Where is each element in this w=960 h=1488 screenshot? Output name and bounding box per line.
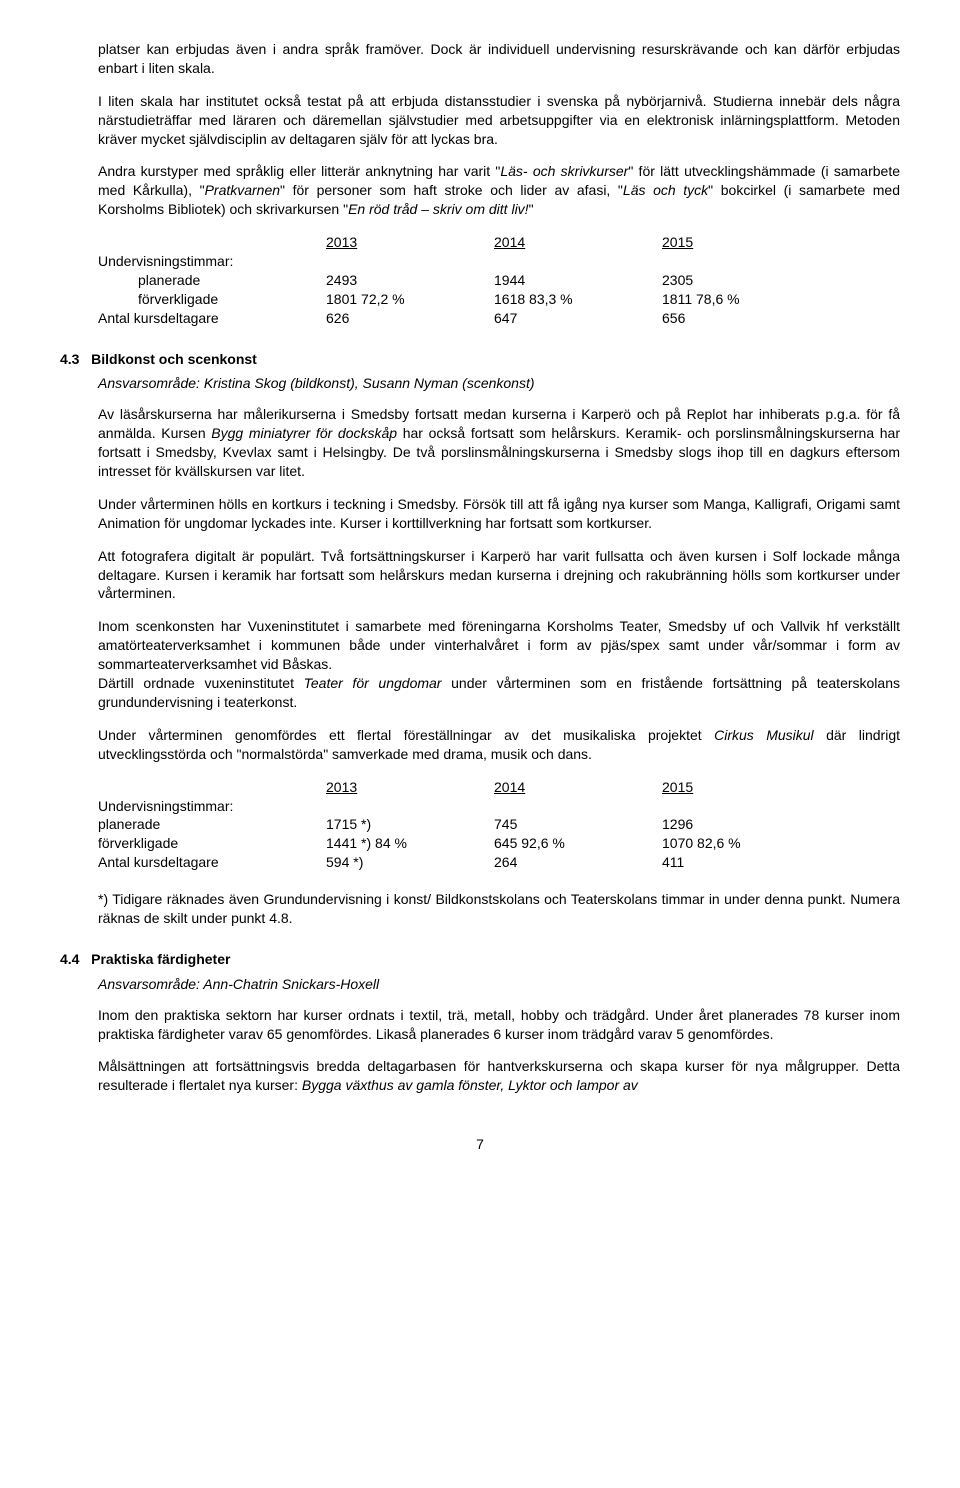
paragraph: Av läsårskurserna har målerikurserna i S…	[98, 405, 900, 481]
text: Andra kurstyper med språklig eller litte…	[98, 163, 500, 179]
cell: 626	[326, 309, 494, 328]
text: " för personer som haft stroke och lider…	[280, 182, 623, 198]
stats-table-1: 2013 2014 2015 Undervisningstimmar: plan…	[98, 233, 758, 327]
cell: 1296	[662, 815, 759, 834]
responsibility: Ansvarsområde: Ann-Chatrin Snickars-Hoxe…	[98, 975, 900, 994]
page-number: 7	[60, 1135, 900, 1154]
year-header: 2013	[326, 233, 494, 252]
text-italic: Cirkus Musikul	[714, 727, 814, 743]
cell: 2493	[326, 271, 494, 290]
year-header: 2015	[662, 233, 758, 252]
cell: 1441 *) 84 %	[326, 834, 494, 853]
year-header: 2015	[662, 778, 759, 797]
paragraph: Inom scenkonsten har Vuxeninstitutet i s…	[98, 617, 900, 674]
row-label: Antal kursdeltagare	[98, 853, 326, 872]
paragraph: Under vårterminen hölls en kortkurs i te…	[98, 495, 900, 533]
paragraph: Målsättningen att fortsättningsvis bredd…	[98, 1057, 900, 1095]
text: Därtill ordnade vuxeninstitutet	[98, 675, 304, 691]
row-label: Undervisningstimmar:	[98, 797, 759, 816]
cell: 645 92,6 %	[494, 834, 662, 853]
section-number: 4.3	[60, 351, 79, 367]
paragraph: platser kan erbjudas även i andra språk …	[98, 40, 900, 78]
year-header: 2014	[494, 233, 662, 252]
cell: 1944	[494, 271, 662, 290]
cell: 1801 72,2 %	[326, 290, 494, 309]
footnote: *) Tidigare räknades även Grundundervisn…	[98, 890, 900, 928]
text-italic: Teater för ungdomar	[304, 675, 442, 691]
paragraph: I liten skala har institutet också testa…	[98, 92, 900, 149]
row-label: planerade	[98, 271, 326, 290]
cell: 411	[662, 853, 759, 872]
responsibility: Ansvarsområde: Kristina Skog (bildkonst)…	[98, 374, 900, 393]
paragraph: Under vårterminen genomfördes ett flerta…	[98, 726, 900, 764]
cell: 264	[494, 853, 662, 872]
section-number: 4.4	[60, 951, 79, 967]
cell: 1811 78,6 %	[662, 290, 758, 309]
cell: 745	[494, 815, 662, 834]
text: Under vårterminen genomfördes ett flerta…	[98, 727, 714, 743]
text: "	[529, 201, 534, 217]
cell: 1070 82,6 %	[662, 834, 759, 853]
text: Inom scenkonsten har Vuxeninstitutet i s…	[98, 618, 900, 672]
text-italic: Pratkvarnen	[205, 182, 280, 198]
section-title: Praktiska färdigheter	[91, 951, 230, 967]
cell: 656	[662, 309, 758, 328]
text-italic: En röd tråd – skriv om ditt liv!	[348, 201, 529, 217]
text-italic: Bygga växthus av gamla fönster, Lyktor o…	[302, 1077, 638, 1093]
cell: 1618 83,3 %	[494, 290, 662, 309]
row-label: Antal kursdeltagare	[98, 309, 326, 328]
text-italic: Läs och tyck	[623, 182, 708, 198]
stats-table-2: 2013 2014 2015 Undervisningstimmar: plan…	[98, 778, 759, 872]
row-label: förverkligade	[98, 834, 326, 853]
cell: 647	[494, 309, 662, 328]
row-label: planerade	[98, 815, 326, 834]
year-header: 2014	[494, 778, 662, 797]
paragraph: Andra kurstyper med språklig eller litte…	[98, 162, 900, 219]
paragraph: Att fotografera digitalt är populärt. Tv…	[98, 547, 900, 604]
text-italic: Läs- och skrivkurser	[500, 163, 628, 179]
section-title: Bildkonst och scenkonst	[91, 351, 257, 367]
text-italic: Bygg miniatyrer för dockskåp	[211, 425, 397, 441]
cell: 1715 *)	[326, 815, 494, 834]
paragraph: Inom den praktiska sektorn har kurser or…	[98, 1006, 900, 1044]
cell: 2305	[662, 271, 758, 290]
row-label: förverkligade	[98, 290, 326, 309]
paragraph: Därtill ordnade vuxeninstitutet Teater f…	[98, 674, 900, 712]
cell: 594 *)	[326, 853, 494, 872]
row-label: Undervisningstimmar:	[98, 252, 758, 271]
year-header: 2013	[326, 778, 494, 797]
